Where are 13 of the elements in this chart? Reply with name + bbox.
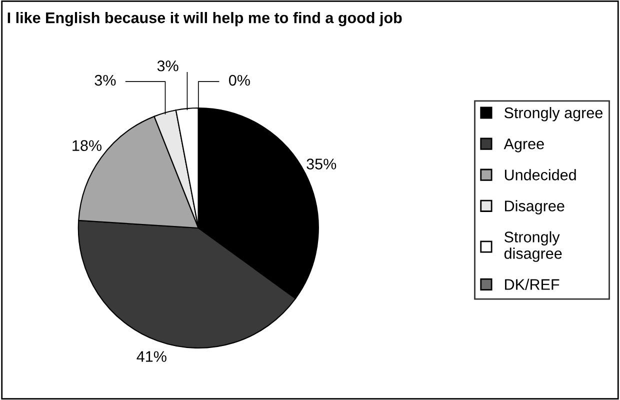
text: 0% xyxy=(228,74,250,86)
legend-label: DK/REF xyxy=(505,278,560,290)
data-label: 18% xyxy=(72,140,102,151)
data-label: 41% xyxy=(136,351,166,362)
legend-label: Strongly agree xyxy=(504,107,602,122)
data-label: 3% xyxy=(157,60,178,72)
data-label: 3% xyxy=(94,74,116,86)
legend-label: Undecided xyxy=(504,169,576,180)
legend-label: Agree xyxy=(504,138,544,152)
data-label: 35% xyxy=(306,158,336,170)
chart-title: I like English because it will help me to find a good job xyxy=(8,12,402,26)
legend-label: Strongly disagree xyxy=(504,231,562,262)
legend-label: Disagree xyxy=(505,200,564,214)
